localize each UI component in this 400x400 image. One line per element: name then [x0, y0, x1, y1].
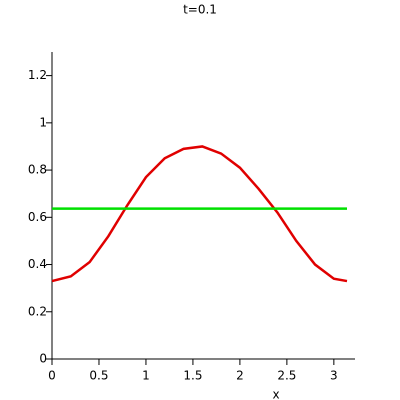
- x-tick-label: 1.5: [183, 369, 202, 383]
- x-tick-label: 0: [48, 369, 56, 383]
- y-tick-label: 0.2: [28, 304, 47, 318]
- x-axis-label: x: [272, 388, 279, 400]
- x-tick-label: 1: [142, 369, 150, 383]
- x-tick-label: 2.5: [277, 369, 296, 383]
- y-tick-label: 0: [39, 352, 47, 366]
- x-tick-label: 3: [330, 369, 338, 383]
- x-tick-label: 2: [236, 369, 244, 383]
- data-line: [51, 145, 348, 283]
- y-tick-label: 0.8: [28, 163, 47, 177]
- y-tick-label: 1: [39, 115, 47, 129]
- chart-title: t=0.1: [183, 3, 217, 17]
- y-tick-label: 0.6: [28, 210, 47, 224]
- x-tick-label: 0.5: [89, 369, 108, 383]
- y-tick-label: 0.4: [28, 257, 47, 271]
- y-tick-label: 1.2: [28, 68, 47, 82]
